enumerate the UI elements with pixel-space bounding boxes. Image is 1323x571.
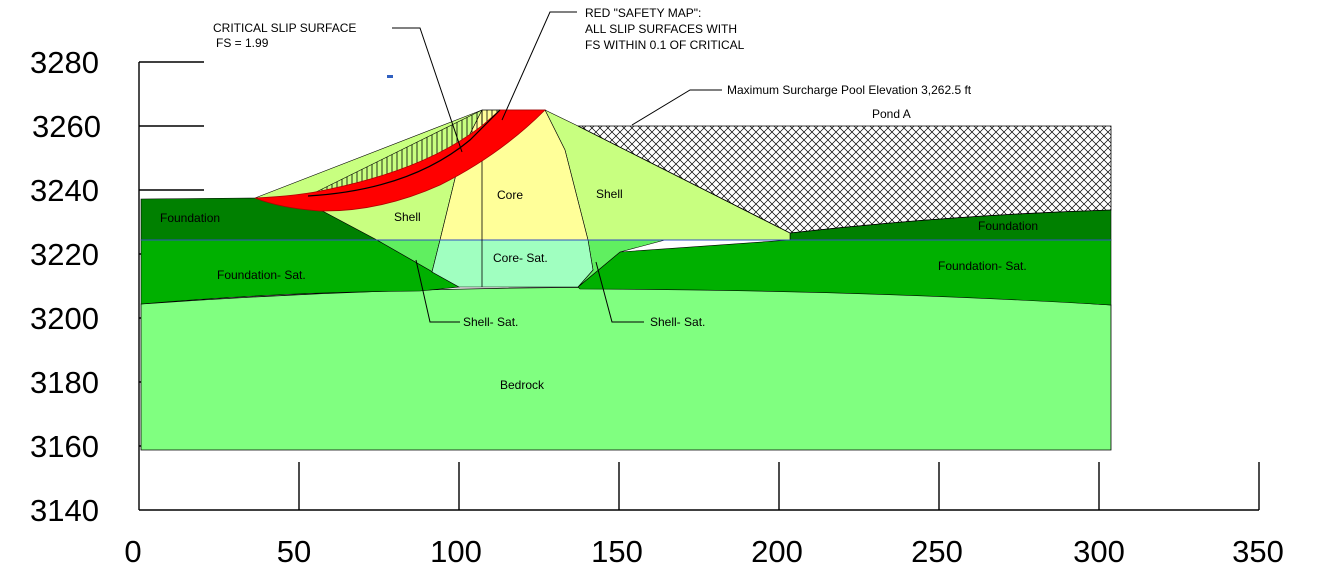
y-tick-label: 3220 [30, 237, 99, 272]
shell-sat-left-label: Shell- Sat. [463, 315, 518, 329]
critical-leader-line [392, 27, 463, 153]
pool-leader-line [631, 89, 722, 126]
foundation-sat-right-label: Foundation- Sat. [938, 259, 1027, 273]
critical-slip-surface [307, 109, 501, 197]
y-tick-label: 3260 [32, 109, 101, 144]
small-marker [387, 75, 393, 78]
safety-leader-line [501, 11, 577, 121]
shell-upstream-label: Shell [394, 210, 421, 224]
foundation-left-label: Foundation [160, 211, 220, 225]
foundation-sat-left-zone [140, 239, 460, 305]
y-tick-label: 3160 [30, 429, 99, 464]
foundation-right-label: Foundation [978, 219, 1038, 233]
x-tick-label: 300 [1073, 534, 1125, 569]
x-tick-label: 0 [124, 534, 141, 569]
core-label: Core [497, 188, 523, 202]
shell-sat-right-leader [595, 261, 644, 323]
shell-sat-right-label: Shell- Sat. [650, 315, 705, 329]
safety-map-band [254, 109, 546, 212]
y-tick-label: 3240 [30, 173, 99, 208]
bedrock-zone [140, 286, 1112, 451]
x-tick-label: 200 [751, 534, 803, 569]
x-axis-ticks [139, 462, 1260, 511]
safety-map-line2: ALL SLIP SURFACES WITH [585, 22, 737, 36]
safety-map-line1: RED "SAFETY MAP": [585, 6, 701, 20]
critical-slip-title: CRITICAL SLIP SURFACE [213, 21, 356, 35]
y-tick-label: 3280 [30, 45, 99, 80]
pool-elevation-note: Maximum Surcharge Pool Elevation 3,262.5… [727, 83, 972, 97]
pond-a-label: Pond A [872, 107, 911, 121]
x-tick-label: 250 [911, 534, 963, 569]
critical-fs-value: FS = 1.99 [216, 36, 269, 50]
foundation-sat-right-zone [577, 239, 1112, 306]
bedrock-label: Bedrock [500, 378, 545, 392]
y-tick-label: 3180 [30, 365, 99, 400]
x-tick-label: 350 [1232, 534, 1284, 569]
x-tick-label: 150 [591, 534, 643, 569]
shell-downstream-label: Shell [596, 187, 623, 201]
shell-sat-left-leader [415, 259, 460, 323]
x-tick-label: 100 [430, 534, 482, 569]
x-tick-label: 50 [277, 534, 311, 569]
y-tick-label: 3140 [30, 493, 99, 528]
core-sat-label: Core- Sat. [493, 251, 548, 265]
y-tick-label: 3200 [30, 301, 99, 336]
pond-a-reservoir [577, 125, 1112, 234]
safety-map-line3: FS WITHIN 0.1 OF CRITICAL [585, 38, 745, 52]
foundation-sat-left-label: Foundation- Sat. [217, 268, 306, 282]
